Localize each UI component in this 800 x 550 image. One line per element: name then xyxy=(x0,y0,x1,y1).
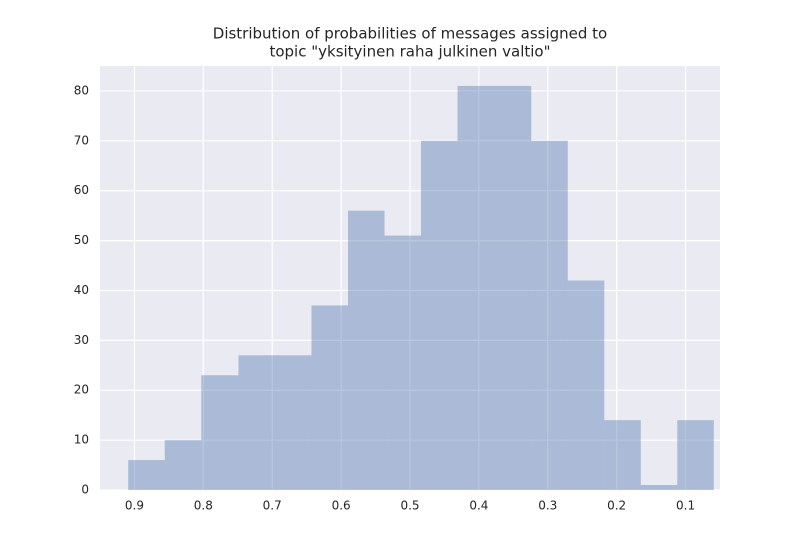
bar xyxy=(274,355,312,490)
y-tick-label: 10 xyxy=(74,433,89,447)
x-tick-label: 0.9 xyxy=(125,499,144,513)
bar xyxy=(201,375,239,490)
x-tick-label: 0.7 xyxy=(263,499,282,513)
bar xyxy=(421,140,458,490)
bar xyxy=(348,210,385,491)
bar xyxy=(164,440,202,490)
bar xyxy=(567,280,605,490)
bar xyxy=(531,140,568,490)
bar xyxy=(604,420,641,490)
x-tick-label: 0.2 xyxy=(607,499,626,513)
bar xyxy=(640,485,678,490)
y-tick-label: 70 xyxy=(74,133,89,147)
bar xyxy=(238,355,275,490)
bar xyxy=(494,85,532,490)
bar xyxy=(128,460,165,490)
chart-title: Distribution of probabilities of message… xyxy=(213,25,607,43)
x-tick-label: 0.8 xyxy=(194,499,213,513)
y-tick-label: 20 xyxy=(74,383,89,397)
x-tick-label: 0.6 xyxy=(332,499,351,513)
y-tick-label: 30 xyxy=(74,333,89,347)
x-tick-label: 0.3 xyxy=(538,499,557,513)
chart-title: topic "yksityinen raha julkinen valtio" xyxy=(269,43,550,61)
y-tick-label: 40 xyxy=(74,283,89,297)
y-tick-label: 80 xyxy=(74,83,89,97)
bar xyxy=(384,235,422,490)
bar xyxy=(311,305,348,490)
x-tick-label: 0.1 xyxy=(676,499,695,513)
x-tick-label: 0.5 xyxy=(400,499,419,513)
bar xyxy=(457,85,495,490)
bar xyxy=(677,420,714,490)
y-tick-label: 0 xyxy=(81,483,89,497)
x-tick-label: 0.4 xyxy=(469,499,488,513)
y-tick-label: 50 xyxy=(74,233,89,247)
y-tick-label: 60 xyxy=(74,183,89,197)
